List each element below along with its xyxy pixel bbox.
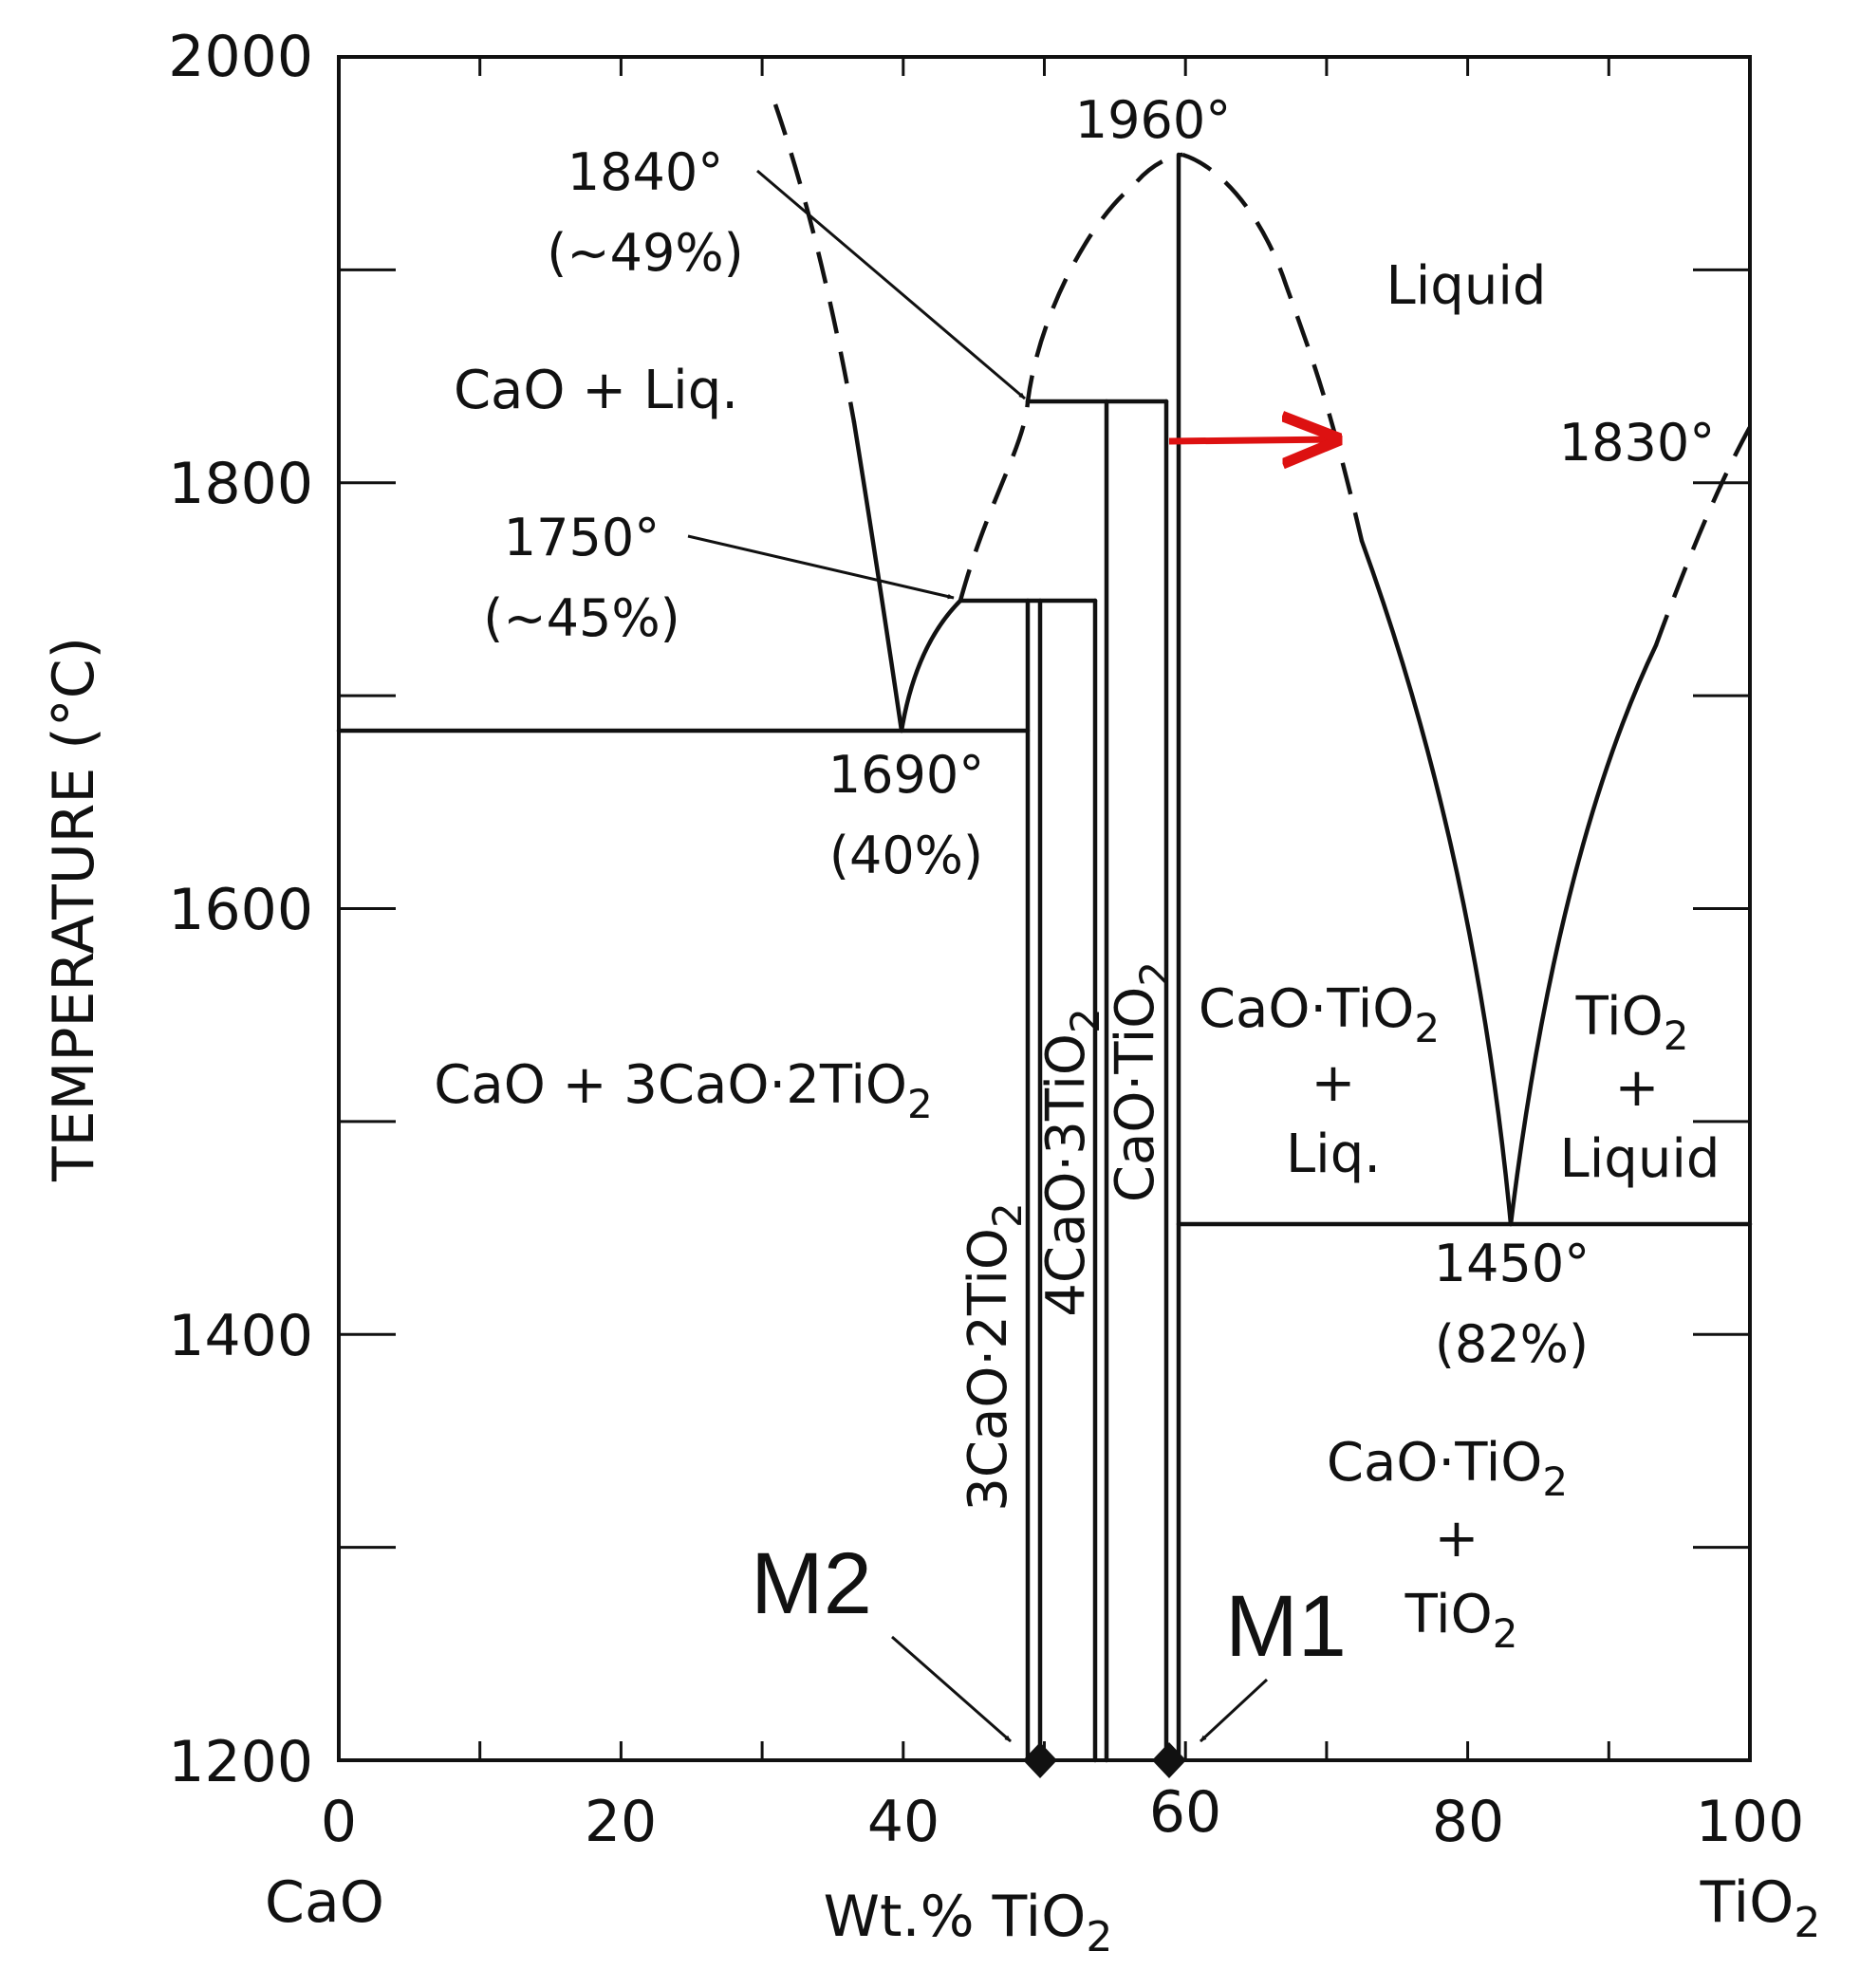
liquidus-dome-right	[1181, 152, 1365, 542]
region-label-cao-liq: CaO + Liq.	[454, 360, 738, 421]
y-tick-label: 1200	[168, 1729, 313, 1795]
region-label-cao-3c2t: CaO + 3CaO·2TiO2	[434, 1054, 932, 1127]
leader-m1	[1199, 1678, 1269, 1743]
liquidus-tio2-upper	[1653, 425, 1752, 646]
x-tick-labels: 0 20 40 60 80 100	[321, 1779, 1804, 1855]
liquidus-curves	[772, 103, 1752, 1227]
compound-label-ct: CaO·TiO2	[1105, 961, 1178, 1202]
region-label-ct-tio2-3: TiO2	[1404, 1584, 1518, 1657]
leader-1840	[756, 169, 1026, 400]
sample-markers: M2 M1	[751, 1535, 1347, 1778]
point-label-1750: 1750°	[504, 508, 660, 567]
point-label-1840: 1840°	[567, 142, 723, 202]
region-labels: Liquid CaO + Liq. CaO + 3CaO·2TiO2 CaO·T…	[434, 255, 1720, 1657]
leader-1750	[687, 534, 955, 600]
y-tick-label: 1600	[168, 877, 313, 943]
liquidus-dome-left	[958, 152, 1183, 602]
x-tick-label: 100	[1696, 1789, 1805, 1855]
x-end-label-left: CaO	[265, 1869, 384, 1936]
marker-label-m2: M2	[751, 1535, 872, 1632]
point-sublabel-1690: (40%)	[829, 826, 983, 885]
point-sublabel-1450: (82%)	[1435, 1314, 1589, 1374]
y-axis-title: TEMPERATURE (°C)	[41, 637, 107, 1182]
liquidus-tio2-lower	[1508, 642, 1659, 1227]
x-end-label-right: TiO2	[1700, 1869, 1821, 1947]
region-label-tio2-liquid-3: Liquid	[1560, 1128, 1720, 1190]
y-tick-label: 1400	[168, 1303, 313, 1369]
invariant-point-labels: 1840° (~49%) 1750° (~45%) 1690° (40%) 19…	[483, 90, 1715, 1374]
phase-boundaries	[336, 152, 1753, 1763]
point-label-1450: 1450°	[1434, 1234, 1590, 1293]
red-annotation-arrow	[1168, 439, 1336, 441]
x-tick-label: 60	[1149, 1779, 1221, 1846]
liquidus-cao-side-dashed	[772, 103, 857, 423]
region-label-ct-liq-3: Liq.	[1286, 1124, 1381, 1185]
compound-label-4c3t: 4CaO·3TiO2	[1035, 1008, 1108, 1316]
axis-ticks	[339, 57, 1750, 1760]
compound-label-3c2t: 3CaO·2TiO2	[958, 1202, 1031, 1511]
liquidus-ct-side	[1359, 538, 1514, 1227]
leader-arrows	[687, 169, 1269, 1743]
region-label-tio2-liquid-1: TiO2	[1575, 986, 1689, 1059]
marker-diamond-m1	[1152, 1742, 1186, 1778]
leader-m2	[891, 1635, 1012, 1743]
region-label-ct-tio2-1: CaO·TiO2	[1327, 1432, 1568, 1505]
x-tick-label: 40	[867, 1789, 939, 1855]
liquidus-3c2t-lower	[899, 598, 963, 734]
x-tick-label: 80	[1432, 1789, 1504, 1855]
marker-diamond-m2	[1023, 1742, 1057, 1778]
liquidus-cao-side	[851, 419, 904, 734]
compound-labels: 3CaO·2TiO2 4CaO·3TiO2 CaO·TiO2	[958, 961, 1178, 1512]
y-tick-label: 2000	[168, 24, 313, 90]
point-sublabel-1840: (~49%)	[547, 223, 743, 283]
region-label-tio2-liquid-2: +	[1615, 1057, 1660, 1119]
x-tick-label: 0	[321, 1789, 357, 1855]
point-label-1830: 1830°	[1559, 413, 1715, 473]
region-label-ct-liq-2: +	[1311, 1052, 1356, 1114]
y-tick-labels: 1200 1400 1600 1800 2000	[168, 24, 313, 1795]
region-label-ct-liq-1: CaO·TiO2	[1199, 978, 1440, 1051]
region-label-ct-tio2-2: +	[1435, 1508, 1479, 1570]
point-label-1960: 1960°	[1075, 90, 1231, 150]
x-tick-label: 20	[585, 1789, 657, 1855]
y-tick-label: 1800	[168, 451, 313, 517]
marker-label-m1: M1	[1225, 1578, 1347, 1675]
region-label-liquid: Liquid	[1386, 255, 1547, 317]
point-label-1690: 1690°	[828, 745, 984, 805]
x-axis-title: Wt.% TiO2	[824, 1884, 1113, 1961]
point-sublabel-1750: (~45%)	[483, 588, 679, 648]
